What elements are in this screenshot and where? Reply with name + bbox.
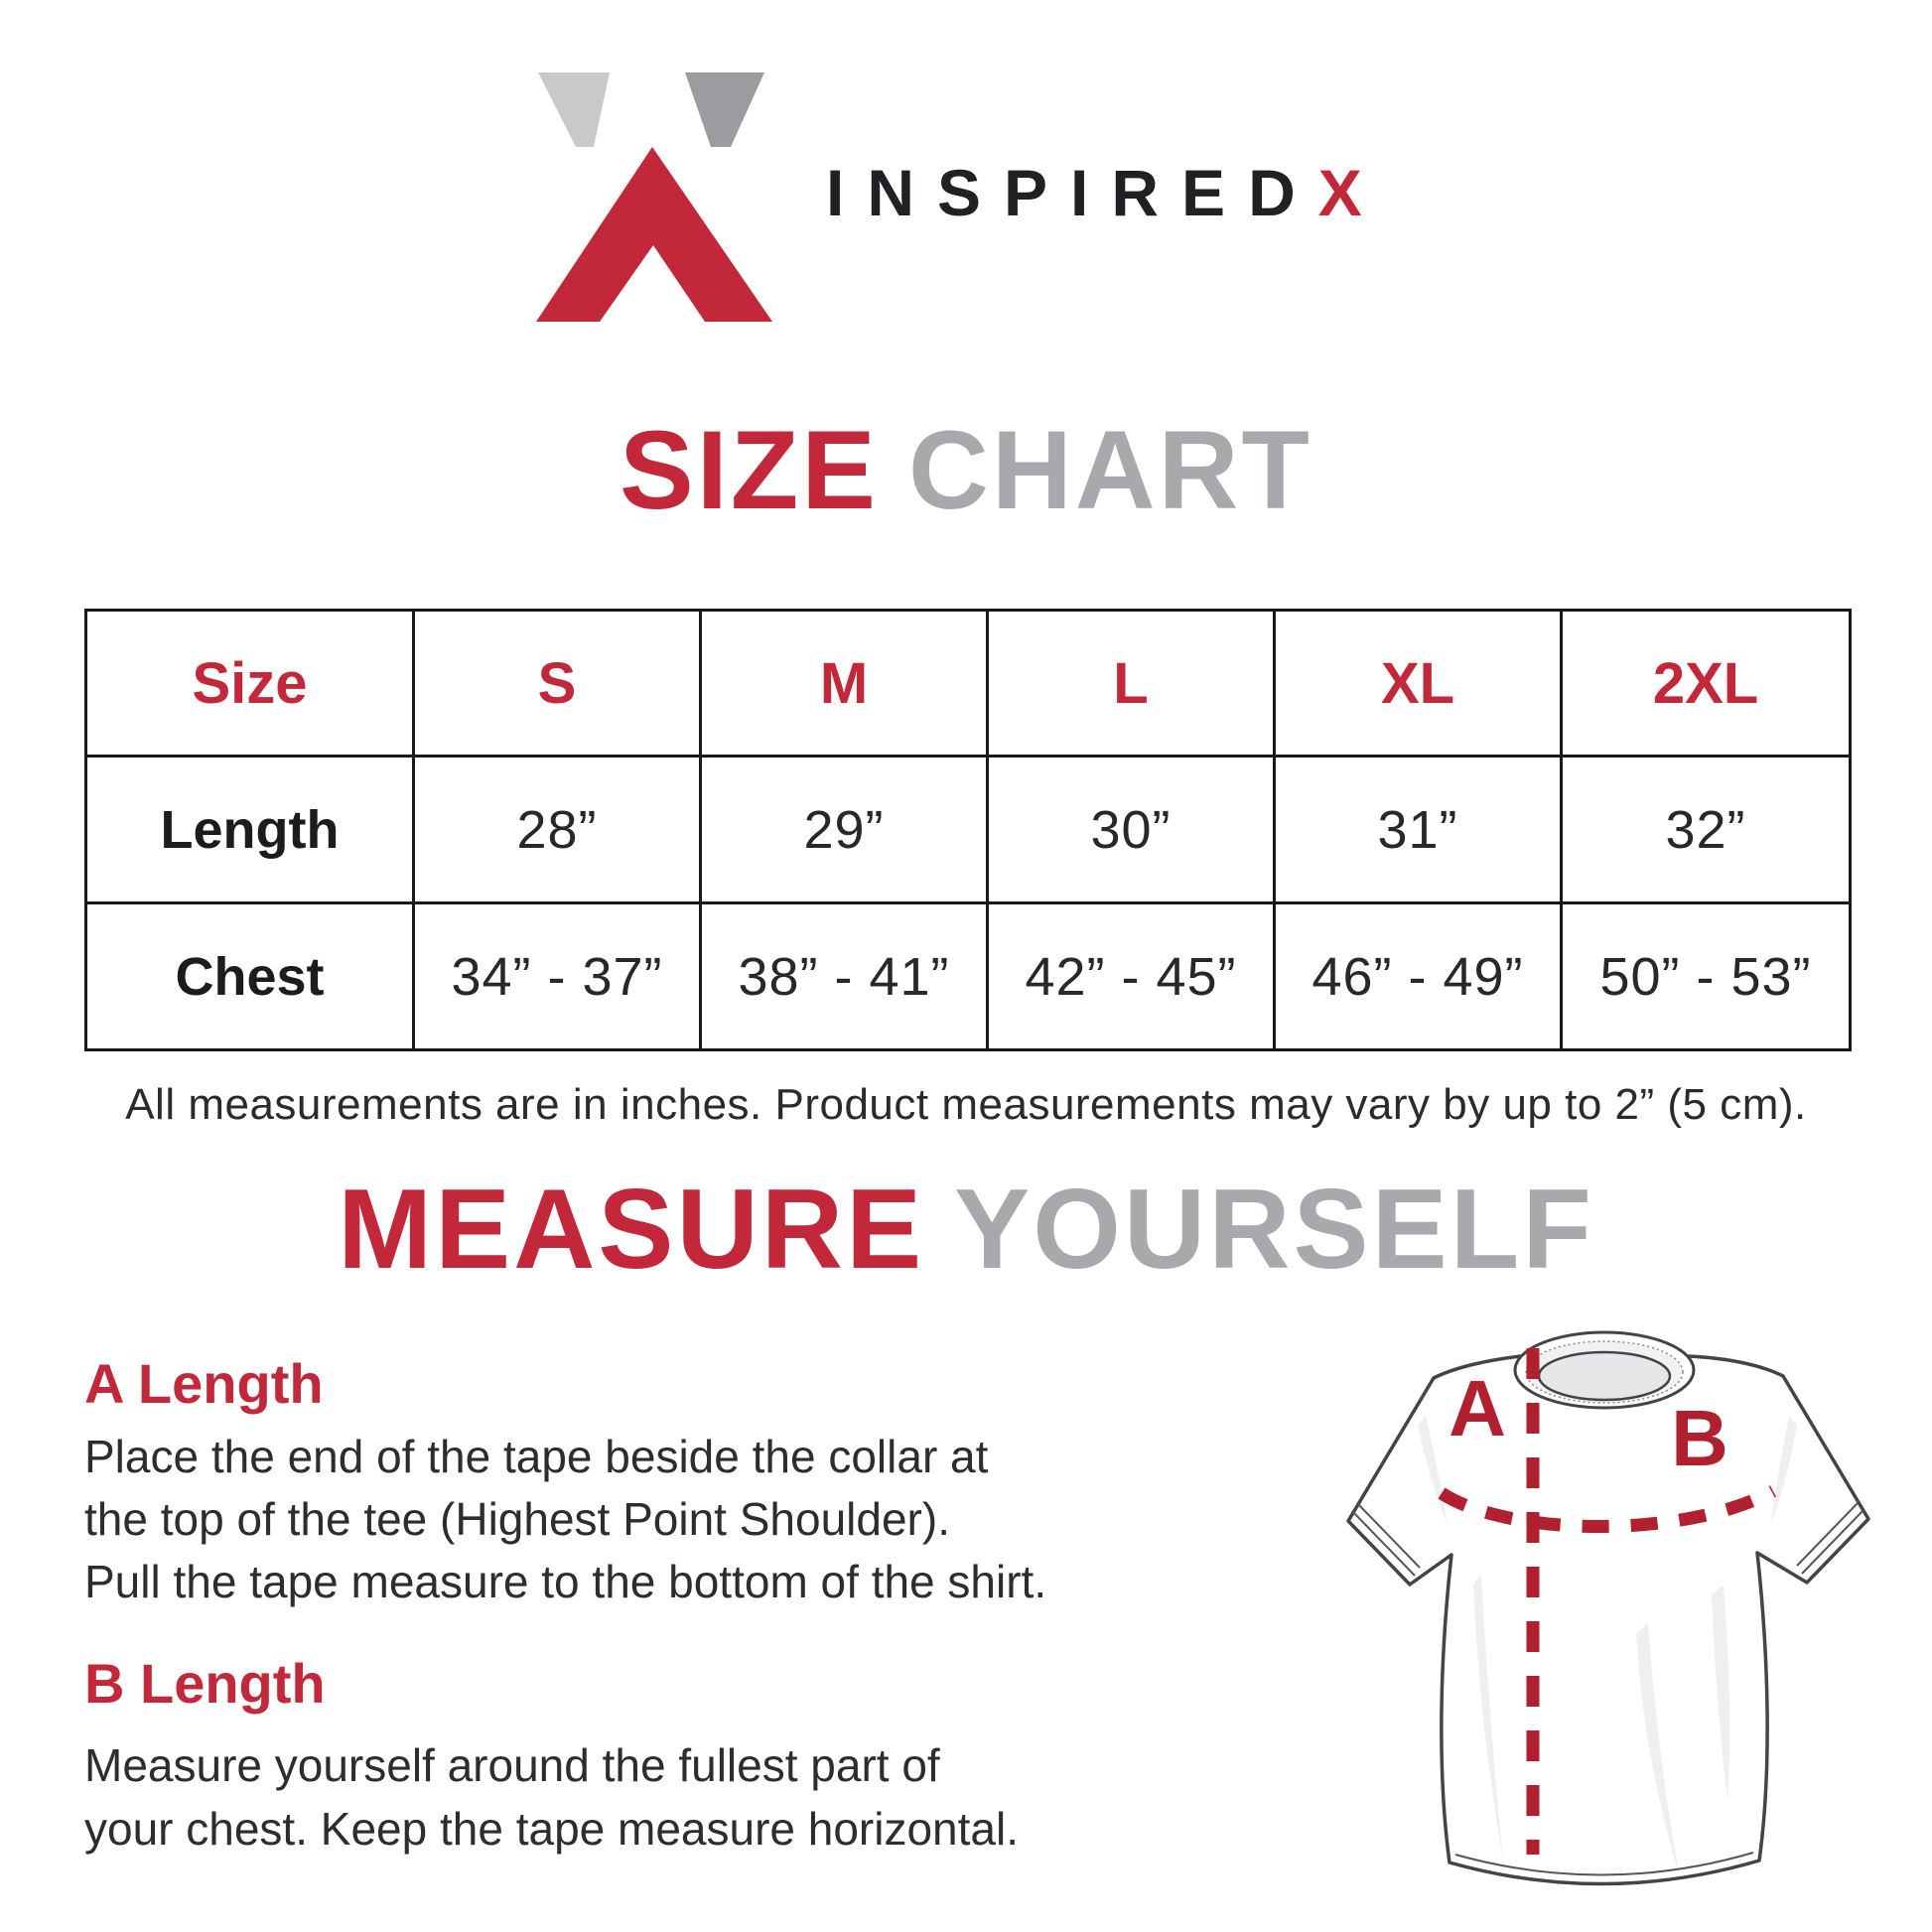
logo-left-wedge xyxy=(538,72,610,147)
header-2xl: 2XL xyxy=(1560,609,1852,758)
tshirt-diagram: A B xyxy=(1346,1330,1870,1886)
measure-title-gray: YOURSELF xyxy=(954,1167,1594,1293)
brand-wordmark-accent: X xyxy=(1317,156,1385,229)
tshirt-stitch-lines xyxy=(1352,1501,1864,1876)
logo-red-chevron xyxy=(536,147,772,322)
size-chart-title: SIZE CHART xyxy=(0,415,1932,526)
tshirt-creases xyxy=(1418,1416,1797,1876)
header-s: S xyxy=(412,609,702,758)
tshirt-collar xyxy=(1513,1330,1696,1410)
chest-2xl: 50” - 53” xyxy=(1560,901,1852,1051)
a-length-line-3: Pull the tape measure to the bottom of t… xyxy=(84,1556,1047,1607)
length-m: 29” xyxy=(699,755,989,904)
size-table: Size S M L XL 2XL Length 28” 29” 30” 31”… xyxy=(84,609,1852,1051)
measure-yourself-title: MEASURE YOURSELF xyxy=(0,1173,1932,1287)
a-length-paragraph: Place the end of the tape beside the col… xyxy=(84,1426,1296,1613)
chest-row-label: Chest xyxy=(84,901,415,1051)
header-size: Size xyxy=(84,609,415,758)
a-length-heading: A Length xyxy=(84,1352,324,1415)
a-length-line-2: the top of the tee (Highest Point Should… xyxy=(84,1493,950,1545)
length-2xl: 32” xyxy=(1560,755,1852,904)
brand-wordmark-main: INSPIRED xyxy=(826,156,1318,229)
size-chart-title-gray: CHART xyxy=(907,408,1312,532)
chest-m: 38” - 41” xyxy=(699,901,989,1051)
b-length-heading: B Length xyxy=(84,1652,326,1715)
b-length-line-1: Measure yourself around the fullest part… xyxy=(84,1739,940,1791)
measurement-note: All measurements are in inches. Product … xyxy=(125,1080,1807,1129)
length-row-label: Length xyxy=(84,755,415,904)
length-l: 30” xyxy=(986,755,1276,904)
header-l: L xyxy=(986,609,1276,758)
chest-s: 34” - 37” xyxy=(412,901,702,1051)
size-table-header-row: Size S M L XL 2XL xyxy=(84,609,1852,758)
length-row: Length 28” 29” 30” 31” 32” xyxy=(84,755,1852,904)
length-s: 28” xyxy=(412,755,702,904)
b-length-line-2: your chest. Keep the tape measure horizo… xyxy=(84,1803,1020,1855)
brand-logo-icon xyxy=(536,72,772,322)
logo-right-wedge xyxy=(685,72,764,147)
diagram-label-b: B xyxy=(1671,1394,1728,1482)
tshirt-body xyxy=(1346,1354,1870,1886)
diagram-label-a: A xyxy=(1449,1364,1506,1452)
header-m: M xyxy=(699,609,989,758)
header-xl: XL xyxy=(1273,609,1563,758)
brand-wordmark: INSPIREDX xyxy=(826,160,1385,225)
chest-b-dashed-line xyxy=(1438,1485,1777,1533)
size-chart-title-red: SIZE xyxy=(620,408,879,532)
a-length-line-1: Place the end of the tape beside the col… xyxy=(84,1431,989,1482)
chest-l: 42” - 45” xyxy=(986,901,1276,1051)
measure-title-red: MEASURE xyxy=(338,1167,925,1293)
length-xl: 31” xyxy=(1273,755,1563,904)
b-length-paragraph: Measure yourself around the fullest part… xyxy=(84,1733,1296,1861)
chest-xl: 46” - 49” xyxy=(1273,901,1563,1051)
chest-row: Chest 34” - 37” 38” - 41” 42” - 45” 46” … xyxy=(84,901,1852,1051)
